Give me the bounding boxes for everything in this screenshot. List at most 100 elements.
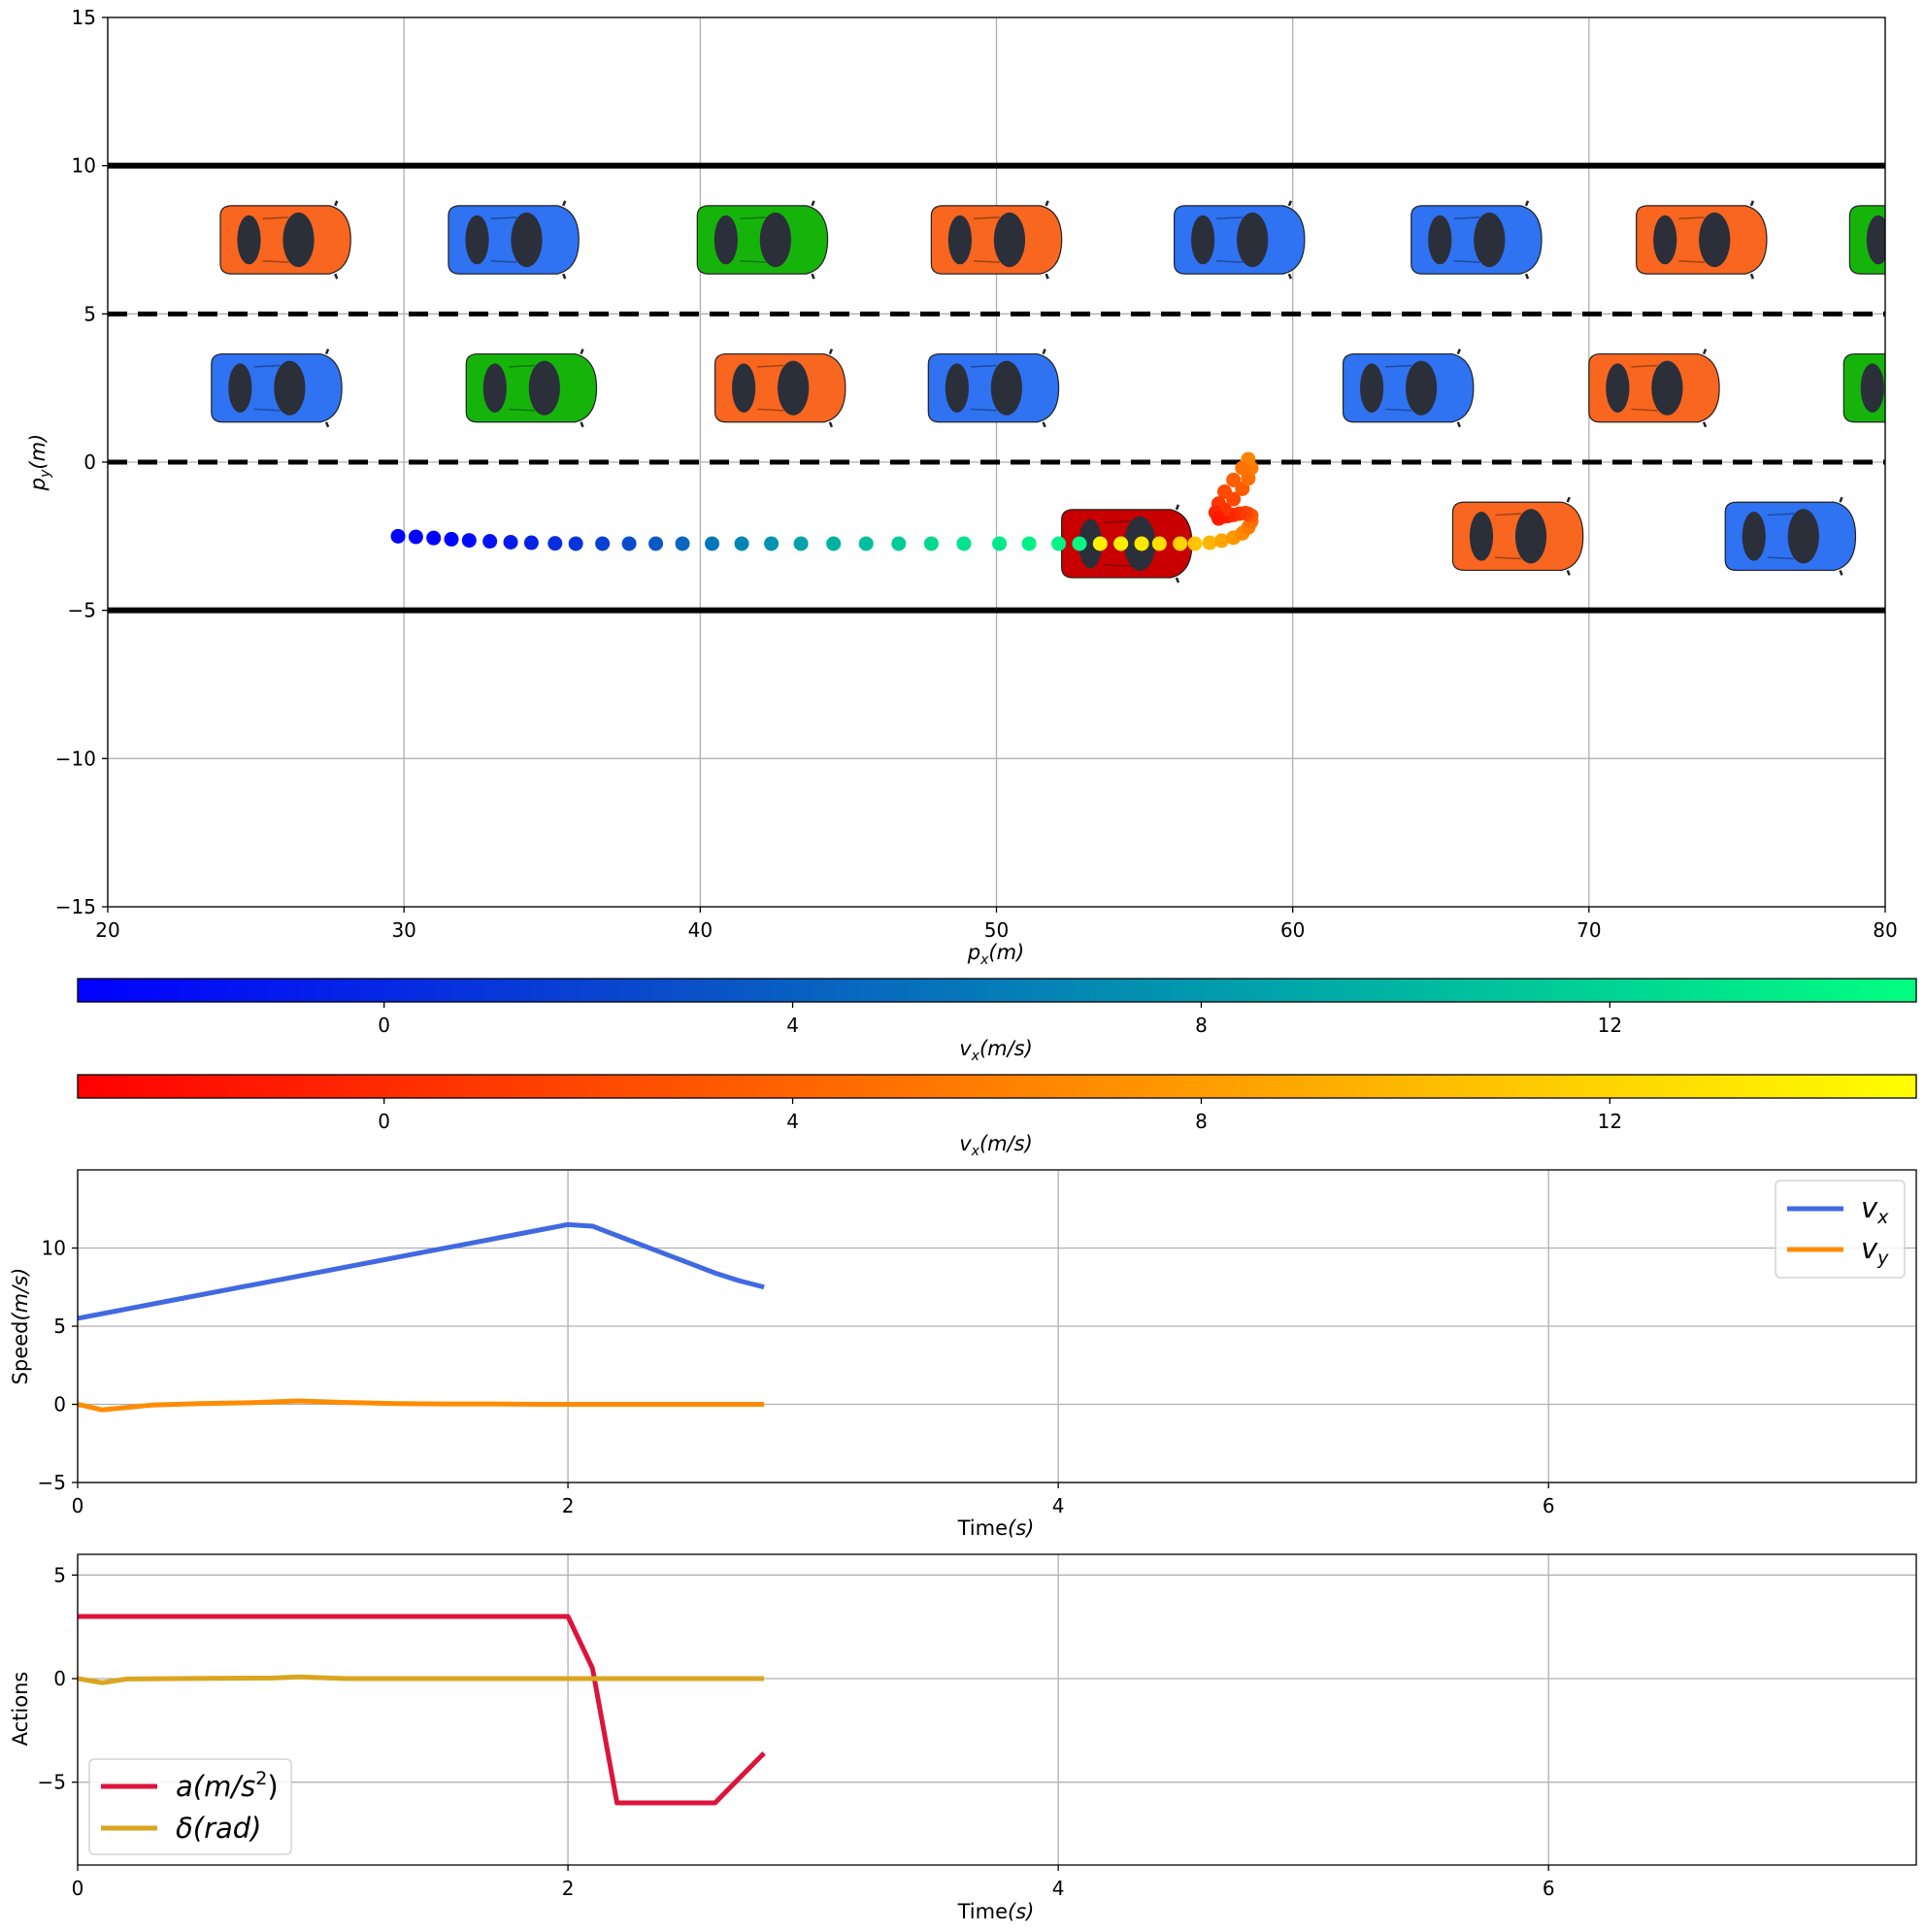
actions-legend-accel-label: a(m/s2)	[176, 1768, 279, 1803]
history-point	[705, 536, 720, 551]
y-tick-label: 0	[53, 1393, 66, 1416]
actions-tick-labels: 0 2 4 6 −5 0 5	[38, 1563, 1555, 1900]
history-point	[891, 536, 907, 551]
speed-legend: vx vy	[1775, 1180, 1906, 1279]
prediction-point	[1202, 535, 1217, 550]
vehicle-rear-window	[1428, 215, 1452, 265]
history-point	[956, 536, 972, 551]
speed-series	[78, 1221, 765, 1413]
vehicle-rear-window	[947, 215, 972, 265]
vehicle-side-line	[1495, 513, 1521, 560]
trajectory-plot: 20 30 40 50 60 70 80 −15 −10 −5 0 5 10 15 px(m) py(m)	[26, 6, 1925, 968]
road-lines	[108, 162, 1885, 614]
series-line	[78, 1221, 765, 1321]
vehicle	[1451, 496, 1584, 576]
colorbar-prediction-label: vx(m/s)	[959, 1132, 1033, 1159]
series-line	[78, 1674, 765, 1685]
prediction-point	[1113, 536, 1129, 551]
colorbar-tick-label: 0	[378, 1014, 390, 1037]
prediction-point	[1226, 472, 1242, 487]
y-tick-label: 15	[72, 6, 96, 29]
y-tick-label: −10	[55, 747, 96, 770]
prediction-point	[1216, 484, 1232, 500]
vehicle-mirror	[828, 349, 834, 428]
vehicle-mirror	[1175, 504, 1180, 583]
vehicle-mirror	[1456, 349, 1461, 428]
colorbar-tick-label: 8	[1195, 1110, 1208, 1133]
vehicle-windshield	[1651, 360, 1683, 416]
vehicle	[1588, 349, 1720, 428]
vehicle	[930, 200, 1063, 280]
vehicle	[1848, 205, 1925, 275]
vehicle-mirror	[324, 349, 330, 428]
colorbar-prediction: 0 4 8 12 vx(m/s)	[77, 1074, 1917, 1159]
vehicle	[1342, 349, 1475, 428]
history-point	[1072, 536, 1087, 551]
speed-tick-labels: 0 2 4 6 −5 0 5 10	[38, 1237, 1555, 1518]
actions-gridlines	[77, 1554, 1916, 1865]
vehicle-mirror	[1749, 200, 1755, 280]
vehicle	[696, 200, 829, 280]
history-point	[793, 536, 809, 551]
y-tick-label: 0	[53, 1667, 66, 1690]
vehicle-rear-window	[945, 363, 969, 413]
x-tick-label: 6	[1543, 1494, 1555, 1517]
vehicle	[714, 349, 846, 428]
colorbar-tick-label: 4	[786, 1014, 799, 1037]
vehicle-side-line	[1104, 520, 1131, 567]
colorbar-history: 0 4 8 12 vx(m/s)	[77, 978, 1917, 1064]
vehicle-windshield	[1787, 509, 1819, 564]
x-tick-label: 0	[72, 1877, 84, 1900]
vehicle-rear-window	[1191, 215, 1215, 265]
y-tick-label: −5	[68, 599, 96, 622]
y-tick-label: 5	[83, 302, 96, 325]
vehicle-windshield	[990, 360, 1022, 416]
history-point	[523, 535, 539, 550]
prediction-point	[1213, 533, 1229, 549]
vehicle-windshield	[1907, 361, 1925, 416]
x-tick-label: 70	[1577, 918, 1601, 942]
colorbar-history-ticks: 0 4 8 12	[378, 1002, 1622, 1037]
vehicle	[448, 200, 580, 280]
speed-legend-box	[1775, 1180, 1906, 1279]
actions-series	[78, 1614, 766, 1806]
vehicle	[1842, 352, 1925, 423]
vehicle-mirror	[562, 200, 567, 280]
vehicle	[211, 349, 343, 428]
history-point	[1021, 536, 1037, 551]
speed-gridlines	[77, 1170, 1916, 1483]
vehicle-rear-window	[1653, 215, 1677, 265]
x-tick-label: 2	[562, 1877, 575, 1900]
vehicle-windshield	[1237, 212, 1269, 268]
vehicle-side-line	[1385, 364, 1412, 412]
actions-y-axis-label: Actions	[9, 1672, 32, 1747]
vehicle-rear-window	[237, 215, 261, 265]
y-tick-label: 10	[72, 154, 96, 178]
vehicle-rear-window	[732, 363, 756, 413]
x-tick-label: 0	[72, 1494, 84, 1517]
history-point	[1051, 536, 1067, 551]
series-line	[78, 1614, 766, 1806]
x-tick-label: 4	[1052, 1877, 1065, 1900]
y-tick-label: −15	[55, 895, 96, 918]
vehicle-windshield	[1474, 212, 1506, 268]
history-point	[858, 536, 874, 551]
vehicle-windshield	[511, 212, 543, 268]
prediction-point	[1134, 536, 1149, 551]
vehicle-side-line	[1767, 513, 1794, 560]
history-point	[648, 536, 664, 551]
vehicle-windshield	[1912, 213, 1925, 267]
history-point	[548, 536, 563, 551]
speed-plot: 0 2 4 6 −5 0 5 10 Time(s) Speed(m/s) vx vy	[9, 1169, 1917, 1540]
vehicle-side-line	[1892, 217, 1918, 262]
vehicle-rear-window	[1360, 363, 1384, 413]
history-point	[482, 534, 498, 550]
vehicle-side-line	[1453, 217, 1480, 263]
history-point	[923, 536, 939, 551]
trajectory-y-axis-label: py(m)	[26, 434, 53, 491]
vehicle	[1411, 200, 1543, 280]
x-tick-label: 6	[1543, 1877, 1555, 1900]
actions-plot: 0 2 4 6 −5 0 5 Time(s) Actions a(m/s2) δ(rad)	[9, 1553, 1917, 1923]
vehicle-side-line	[973, 217, 1000, 263]
